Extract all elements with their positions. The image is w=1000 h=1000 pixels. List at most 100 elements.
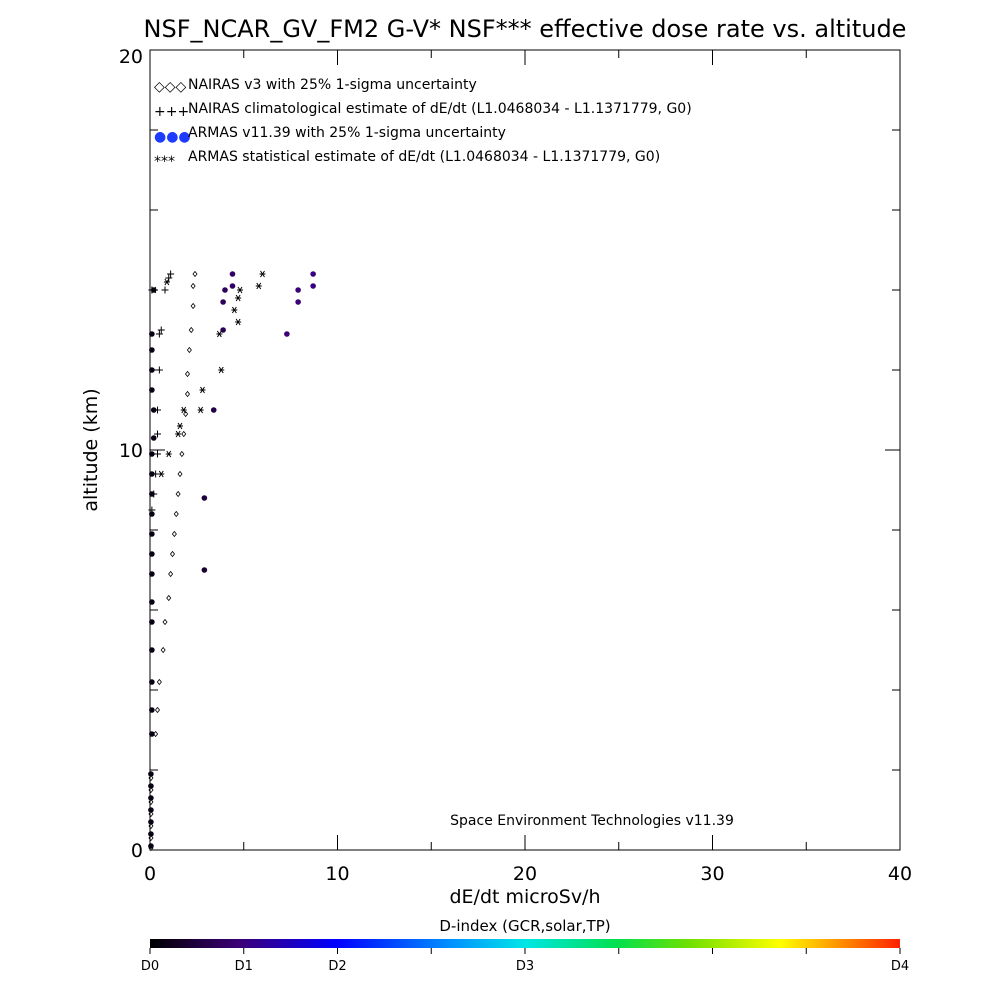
- chart-title: NSF_NCAR_GV_FM2 G-V* NSF*** effective do…: [144, 15, 907, 43]
- nairas-v3-point: [173, 510, 179, 518]
- armas-point: [310, 283, 316, 289]
- x-tick-label: 0: [144, 863, 156, 885]
- x-tick-label: 20: [513, 863, 537, 885]
- legend-symbol: +++: [154, 104, 189, 120]
- armas-point: [149, 647, 155, 653]
- armas-point: [149, 387, 155, 393]
- nairas-v3-point: [179, 450, 185, 458]
- nairas-climatological-point: [167, 270, 175, 278]
- nairas-v3-point: [181, 430, 187, 438]
- legend-entry: *** ARMAS statistical estimate of dE/dt …: [154, 149, 660, 170]
- armas-statistical-point: [216, 330, 223, 338]
- armas-point: [149, 471, 155, 477]
- armas-point: [229, 283, 236, 289]
- armas-point: [295, 299, 301, 305]
- armas-statistical-point: [158, 470, 165, 478]
- colorbar-label: D1: [235, 959, 253, 974]
- nairas-v3-point: [184, 390, 191, 398]
- nairas-v3-point: [168, 570, 174, 578]
- colorbar: [150, 939, 900, 948]
- legend-label: NAIRAS v3 with 25% 1-sigma uncertainty: [188, 77, 477, 93]
- nairas-v3-point: [162, 618, 168, 626]
- armas-point: [148, 771, 154, 777]
- colorbar-label: D4: [891, 959, 909, 974]
- legend-entry: +++ NAIRAS climatological estimate of dE…: [154, 101, 692, 120]
- armas-point: [149, 331, 155, 337]
- nairas-climatological-point: [157, 326, 165, 334]
- armas-point: [149, 491, 155, 497]
- armas-point: [148, 831, 154, 837]
- nairas-v3-point: [160, 646, 166, 654]
- colorbar-label: D0: [141, 959, 159, 974]
- data-points: [148, 270, 316, 852]
- armas-statistical-point: [177, 422, 183, 430]
- armas-point: [148, 843, 154, 849]
- nairas-v3-point: [175, 490, 181, 498]
- armas-statistical-point: [237, 286, 243, 294]
- armas-statistical-point: [197, 406, 204, 414]
- colorbar-title: D-index (GCR,solar,TP): [439, 917, 610, 935]
- nairas-v3-point: [148, 822, 154, 830]
- nairas-v3-point: [186, 346, 192, 354]
- armas-point: [149, 619, 155, 625]
- legend-label: ARMAS v11.39 with 25% 1-sigma uncertaint…: [188, 125, 506, 141]
- nairas-v3-point: [184, 370, 191, 378]
- y-tick-label: 20: [119, 46, 143, 68]
- armas-statistical-point: [180, 406, 187, 414]
- armas-point: [148, 783, 154, 789]
- colorbar-label: D3: [516, 959, 534, 974]
- nairas-v3-point: [192, 270, 198, 278]
- armas-point: [222, 287, 228, 293]
- armas-point: [229, 271, 236, 277]
- colorbar-ticks: [149, 948, 901, 954]
- nairas-v3-point: [190, 282, 196, 290]
- armas-statistical-point: [199, 386, 206, 394]
- armas-point: [149, 551, 155, 557]
- armas-point: [149, 531, 155, 537]
- nairas-climatological-point: [161, 286, 169, 294]
- nairas-v3-point: [148, 774, 154, 782]
- armas-statistical-point: [175, 430, 182, 438]
- armas-point: [149, 367, 155, 373]
- nairas-v3-point: [190, 302, 196, 310]
- colorbar-label: D2: [328, 959, 346, 974]
- armas-point: [220, 299, 226, 305]
- armas-point: [149, 707, 155, 713]
- armas-statistical-point: [255, 282, 262, 290]
- legend-symbol: ***: [154, 154, 175, 170]
- armas-point: [148, 807, 154, 813]
- nairas-v3-point: [171, 530, 177, 538]
- nairas-v3-point: [183, 410, 189, 418]
- nairas-v3-point: [148, 786, 154, 794]
- legend-label: ARMAS statistical estimate of dE/dt (L1.…: [188, 149, 660, 165]
- nairas-v3-point: [148, 798, 154, 806]
- armas-point: [149, 451, 155, 457]
- nairas-climatological-point: [165, 274, 173, 282]
- nairas-v3-point: [154, 706, 161, 714]
- armas-point: [148, 819, 154, 825]
- y-axis-label: altitude (km): [80, 388, 102, 511]
- plot-frame: [149, 49, 901, 851]
- armas-point: [149, 599, 155, 605]
- armas-statistical-point: [218, 366, 225, 374]
- nairas-climatological-point: [154, 430, 161, 438]
- armas-point: [295, 287, 301, 293]
- nairas-v3-point: [148, 834, 154, 842]
- nairas-v3-point: [166, 594, 172, 602]
- armas-point: [220, 327, 226, 333]
- armas-statistical-point: [231, 306, 238, 314]
- armas-point: [284, 331, 290, 337]
- armas-statistical-point: [165, 450, 172, 458]
- y-tick-label: 10: [119, 440, 143, 462]
- legend: ◇◇◇ NAIRAS v3 with 25% 1-sigma uncertain…: [154, 77, 692, 170]
- armas-point: [149, 511, 155, 517]
- x-tick-label: 30: [700, 863, 724, 885]
- nairas-v3-point: [156, 678, 162, 686]
- legend-symbol: ●●●: [154, 129, 191, 145]
- armas-point: [149, 731, 155, 737]
- armas-point: [210, 407, 217, 413]
- armas-statistical-point: [150, 286, 157, 294]
- x-tick-label: 10: [325, 863, 349, 885]
- x-tick-label: 40: [888, 863, 912, 885]
